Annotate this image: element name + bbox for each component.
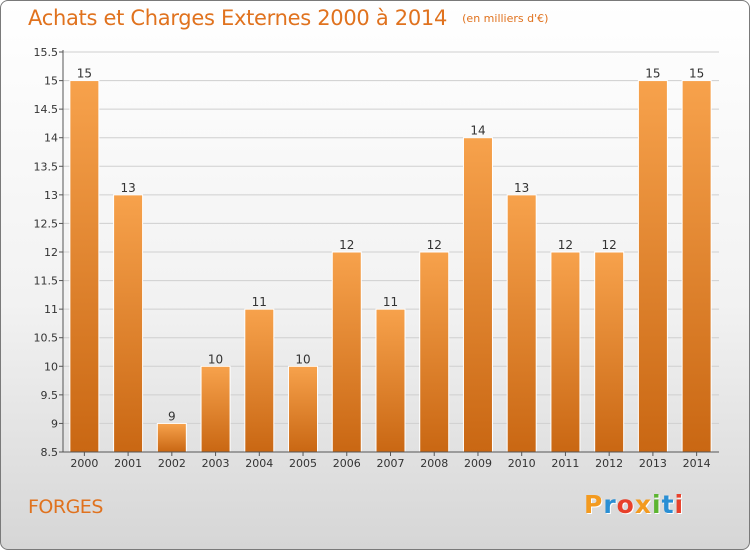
x-tick-label-2007: 2007: [377, 457, 405, 470]
x-tick-label-2014: 2014: [683, 457, 711, 470]
bar-2003: [200, 365, 231, 453]
x-tick-label-2008: 2008: [420, 457, 448, 470]
x-tick-label-2001: 2001: [114, 457, 142, 470]
value-label-2013: 15: [645, 67, 660, 81]
bar-2014: [681, 80, 712, 453]
proxiti-logo: Proxiti: [584, 490, 684, 519]
x-tick-label-2002: 2002: [158, 457, 186, 470]
y-tick-label: 15: [44, 75, 58, 88]
y-tick-label: 8.5: [41, 446, 59, 459]
y-tick-label: 13.5: [34, 160, 59, 173]
value-label-2002: 9: [168, 409, 176, 423]
value-label-2011: 12: [558, 238, 573, 252]
title-row: Achats et Charges Externes 2000 à 2014 (…: [28, 6, 548, 30]
x-tick-label-2004: 2004: [245, 457, 273, 470]
logo-letter: r: [603, 490, 617, 519]
value-label-2009: 14: [470, 124, 485, 138]
x-tick-label-2005: 2005: [289, 457, 317, 470]
value-label-2005: 10: [295, 352, 310, 366]
x-tick-label-2013: 2013: [639, 457, 667, 470]
x-tick-label-2011: 2011: [551, 457, 579, 470]
value-label-2003: 10: [208, 352, 223, 366]
bar-2007: [375, 308, 406, 453]
y-tick-label: 10: [44, 360, 58, 373]
y-tick-label: 11: [44, 303, 58, 316]
bar-2012: [594, 251, 625, 453]
bar-2004: [244, 308, 275, 453]
x-tick-label-2000: 2000: [70, 457, 98, 470]
value-label-2004: 11: [252, 295, 267, 309]
y-tick-label: 9.5: [41, 389, 59, 402]
logo-letter: t: [661, 490, 675, 519]
logo-letter: P: [584, 490, 604, 519]
chart-title: Achats et Charges Externes 2000 à 2014: [28, 6, 448, 30]
value-label-2000: 15: [77, 67, 92, 81]
y-tick-label: 15.5: [34, 46, 59, 59]
value-label-2007: 11: [383, 295, 398, 309]
y-tick-label: 12: [44, 246, 58, 259]
value-label-2010: 13: [514, 181, 529, 195]
logo-letter: i: [674, 490, 685, 519]
bar-2000: [69, 80, 100, 453]
y-tick-label: 11.5: [34, 275, 59, 288]
bar-2001: [113, 194, 144, 453]
bar-2006: [331, 251, 362, 453]
chart-unit: (en milliers d'€): [462, 12, 549, 25]
bar-2013: [637, 80, 668, 453]
logo-letter: x: [634, 490, 652, 519]
value-label-2008: 12: [427, 238, 442, 252]
logo-letter: o: [616, 490, 635, 519]
y-tick-label: 9: [51, 417, 58, 430]
bar-2009: [462, 137, 493, 453]
logo-letter: i: [652, 490, 662, 519]
x-tick-label-2009: 2009: [464, 457, 492, 470]
x-tick-label-2006: 2006: [333, 457, 361, 470]
bar-2008: [419, 251, 450, 453]
y-tick-label: 10.5: [34, 332, 59, 345]
value-label-2006: 12: [339, 238, 354, 252]
bar-2011: [550, 251, 581, 453]
y-tick-label: 13: [44, 189, 58, 202]
value-label-2001: 13: [120, 181, 135, 195]
x-tick-label-2012: 2012: [595, 457, 623, 470]
y-tick-label: 14.5: [34, 103, 59, 116]
x-tick-label-2003: 2003: [202, 457, 230, 470]
bar-2005: [288, 365, 319, 453]
commune-name: FORGES: [28, 496, 103, 518]
y-tick-label: 12.5: [34, 217, 59, 230]
value-label-2012: 12: [602, 238, 617, 252]
x-tick-label-2010: 2010: [508, 457, 536, 470]
value-label-2014: 15: [689, 67, 704, 81]
y-tick-label: 14: [44, 132, 58, 145]
bar-2010: [506, 194, 537, 453]
bar-2002: [156, 422, 187, 453]
